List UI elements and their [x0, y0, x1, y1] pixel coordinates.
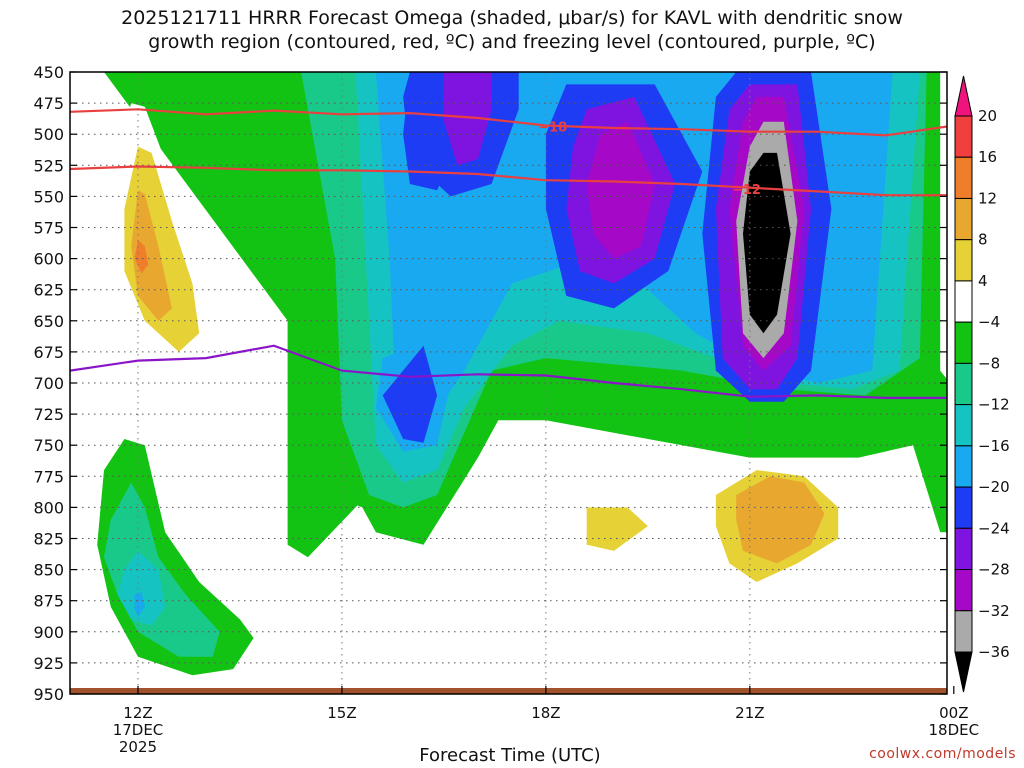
- colorbar-bottom-arrow: [954, 651, 973, 693]
- x-tick-label-15Z: 15Z: [327, 704, 356, 722]
- colorbar-swatch-7: [954, 404, 973, 447]
- colorbar-label-9: −20: [978, 478, 1010, 496]
- colorbar-label-0: 20: [978, 107, 997, 125]
- omega-low-west-region-30: [117, 550, 166, 626]
- omega-east-region-17: [743, 152, 791, 334]
- contour-label-0: −18: [538, 121, 567, 136]
- y-tick-label-550: 550: [33, 187, 64, 206]
- freezing-level-contour: [70, 344, 947, 399]
- y-tick-label-950: 950: [33, 685, 64, 704]
- contour-lines: −18−12−120: [70, 108, 1024, 399]
- dgz-contour-0: [70, 108, 947, 137]
- colorbar-label-2: 12: [978, 189, 997, 207]
- x-axis: 12Z17DEC202515Z18Z21Z00Z18DEC03Z: [113, 686, 980, 756]
- y-tick-label-875: 875: [33, 592, 64, 611]
- y-tick-label-450: 450: [33, 63, 64, 82]
- y-tick-label-800: 800: [33, 498, 64, 517]
- lift-low-b-region-27: [736, 476, 825, 564]
- contour-label-bg: [1008, 172, 1024, 186]
- colorbar-swatch-5: [954, 321, 973, 364]
- colorbar-legend: 20 16 12 8 4 −4 −8 −12 −16 −20 −24 −28 −32 −36: [954, 75, 1010, 693]
- lift-east-region-22: [995, 109, 1024, 339]
- colorbar-label-12: −32: [978, 602, 1010, 620]
- y-tick-label-725: 725: [33, 405, 64, 424]
- colorbar-label-11: −28: [978, 561, 1010, 579]
- colorbar-label-10: −24: [978, 519, 1010, 537]
- lift-west-region-20: [131, 190, 172, 321]
- y-tick-label-825: 825: [33, 530, 64, 549]
- x-tick-label-18Z: 18Z: [531, 704, 560, 722]
- y-tick-label-750: 750: [33, 436, 64, 455]
- chart-title: 2025121711 HRRR Forecast Omega (shaded, …: [0, 6, 1024, 54]
- colorbar-top-arrow: [954, 75, 973, 117]
- y-tick-label-600: 600: [33, 250, 64, 269]
- x-tick-label-00Z: 00Z: [939, 704, 968, 722]
- contour-label-2: −12: [1007, 173, 1024, 188]
- omega-shading: [90, 72, 1024, 676]
- colorbar-swatch-3: [954, 239, 973, 282]
- x-tick-label-12Z: 12Z: [123, 704, 152, 722]
- contour-label-1: −12: [732, 183, 761, 198]
- colorbar-swatch-2: [954, 197, 973, 241]
- y-tick-label-525: 525: [33, 156, 64, 175]
- y-tick-label-925: 925: [33, 654, 64, 673]
- colorbar-label-3: 8: [978, 231, 988, 249]
- chart-title-line-2: growth region (contoured, red, ºC) and f…: [148, 31, 876, 53]
- y-tick-label-625: 625: [33, 281, 64, 300]
- x-axis-title: Forecast Time (UTC): [419, 745, 601, 766]
- colorbar-swatch-9: [954, 486, 973, 529]
- x-tick-year-12Z: 2025: [119, 738, 157, 756]
- colorbar-swatch-6: [954, 362, 973, 406]
- colorbar-swatch-11: [954, 569, 973, 612]
- ground-bar: [70, 688, 947, 694]
- colorbar-label-4: 4: [978, 272, 988, 290]
- colorbar-swatch-12: [954, 610, 973, 653]
- colorbar-swatch-4: [954, 280, 973, 323]
- colorbar-label-6: −8: [978, 354, 1000, 372]
- ground-strip: [70, 688, 947, 694]
- y-tick-label-575: 575: [33, 219, 64, 238]
- colorbar-label-8: −16: [978, 437, 1010, 455]
- omega-dot-a-region-34: [199, 507, 213, 545]
- omega-west-region-9: [443, 72, 492, 166]
- omega-low-west-region-31: [134, 592, 145, 617]
- y-tick-label-700: 700: [33, 374, 64, 393]
- chart-title-line-1: 2025121711 HRRR Forecast Omega (shaded, …: [121, 7, 903, 29]
- y-tick-label-650: 650: [33, 312, 64, 331]
- y-axis: 450 475 500 525 550 575 600 625 650 675 700 725 750 7…: [33, 63, 947, 704]
- source-credit: coolwx.com/models: [869, 746, 1016, 762]
- colorbar-label-7: −12: [978, 396, 1010, 414]
- dgz-contour-1: [70, 165, 947, 197]
- y-tick-label-850: 850: [33, 561, 64, 580]
- y-tick-label-500: 500: [33, 125, 64, 144]
- x-tick-date-00Z: 18DEC: [929, 721, 980, 739]
- grid-lines: [70, 72, 947, 694]
- colorbar-label-13: −36: [978, 643, 1010, 661]
- y-tick-label-900: 900: [33, 623, 64, 642]
- y-tick-label-675: 675: [33, 343, 64, 362]
- omega-mid-region-12: [586, 121, 655, 259]
- colorbar-label-1: 16: [978, 148, 997, 166]
- y-tick-label-775: 775: [33, 467, 64, 486]
- colorbar-swatch-10: [954, 527, 973, 571]
- x-tick-date-12Z: 17DEC: [113, 721, 164, 739]
- omega-shallow-region-7: [382, 345, 438, 443]
- colorbar-swatch-0: [954, 115, 973, 158]
- x-tick-label-21Z: 21Z: [735, 704, 764, 722]
- colorbar-swatch-8: [954, 445, 973, 488]
- y-tick-label-475: 475: [33, 94, 64, 113]
- colorbar-label-5: −4: [978, 313, 1000, 331]
- lift-low-a-region-24: [586, 507, 648, 551]
- colorbar-swatch-1: [954, 156, 973, 199]
